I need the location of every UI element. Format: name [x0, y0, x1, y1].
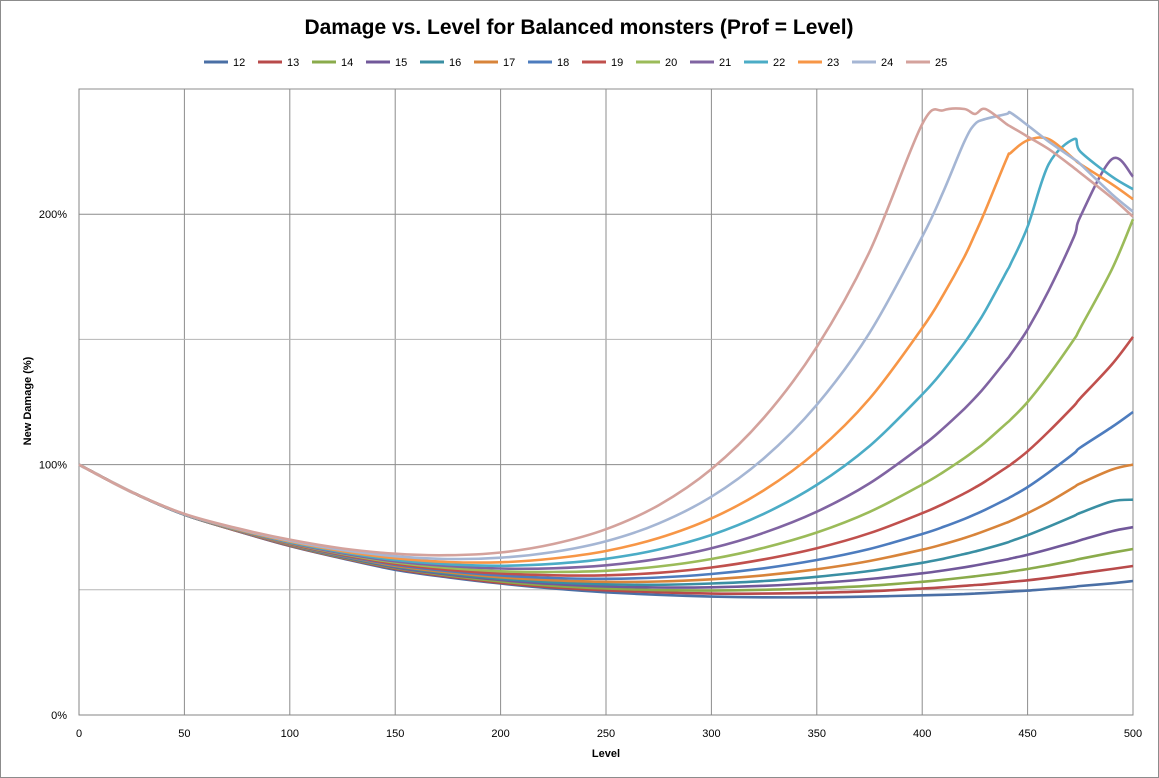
x-tick-label-10: 500 [1124, 728, 1142, 740]
gridlines [78, 89, 1134, 716]
legend-label-23: 23 [827, 57, 839, 69]
legend-item-13: 13 [258, 57, 299, 69]
legend-label-21: 21 [719, 57, 731, 69]
y-axis-title: New Damage (%) [22, 356, 34, 445]
legend-label-13: 13 [287, 57, 299, 69]
legend-label-24: 24 [881, 57, 893, 69]
legend-item-17: 17 [474, 57, 515, 69]
legend-item-20: 20 [636, 57, 677, 69]
legend-item-19: 19 [582, 57, 623, 69]
x-tick-label-8: 400 [913, 728, 931, 740]
y-tick-label-0: 0% [51, 710, 67, 722]
legend-label-14: 14 [341, 57, 353, 69]
y-tick-label-2: 200% [39, 209, 67, 221]
legend-item-25: 25 [906, 57, 947, 69]
chart-title: Damage vs. Level for Balanced monsters (… [304, 16, 853, 39]
legend-item-12: 12 [204, 57, 245, 69]
legend-label-19: 19 [611, 57, 623, 69]
legend-item-16: 16 [420, 57, 461, 69]
axes [78, 89, 1133, 716]
x-tick-label-9: 450 [1018, 728, 1036, 740]
legend-label-20: 20 [665, 57, 677, 69]
legend-label-12: 12 [233, 57, 245, 69]
x-tick-label-2: 100 [281, 728, 299, 740]
legend-label-15: 15 [395, 57, 407, 69]
legend: 12 13 14 15 16 17 18 19 20 21 22 23 24 25 [204, 57, 947, 69]
x-tick-label-3: 150 [386, 728, 404, 740]
y-tick-label-1: 100% [39, 460, 67, 472]
x-tick-label-4: 200 [491, 728, 509, 740]
x-tick-label-0: 0 [76, 728, 82, 740]
x-axis-title: Level [592, 748, 620, 760]
legend-item-22: 22 [744, 57, 785, 69]
x-tick-label-6: 300 [702, 728, 720, 740]
legend-label-18: 18 [557, 57, 569, 69]
series-line-25 [78, 107, 1134, 557]
tick-labels: 0 50 100 150 200 250 300 350 400 450 500 0% 100% 200% [39, 209, 1142, 740]
legend-item-24: 24 [852, 57, 893, 69]
legend-item-18: 18 [528, 57, 569, 69]
legend-item-14: 14 [312, 57, 353, 69]
series-line-24 [78, 110, 1134, 561]
legend-item-21: 21 [690, 57, 731, 69]
legend-label-22: 22 [773, 57, 785, 69]
legend-label-16: 16 [449, 57, 461, 69]
x-tick-label-1: 50 [178, 728, 190, 740]
legend-item-23: 23 [798, 57, 839, 69]
legend-label-25: 25 [935, 57, 947, 69]
legend-label-17: 17 [503, 57, 515, 69]
x-tick-label-5: 250 [597, 728, 615, 740]
legend-item-15: 15 [366, 57, 407, 69]
series-lines [78, 107, 1135, 599]
x-tick-label-7: 350 [808, 728, 826, 740]
